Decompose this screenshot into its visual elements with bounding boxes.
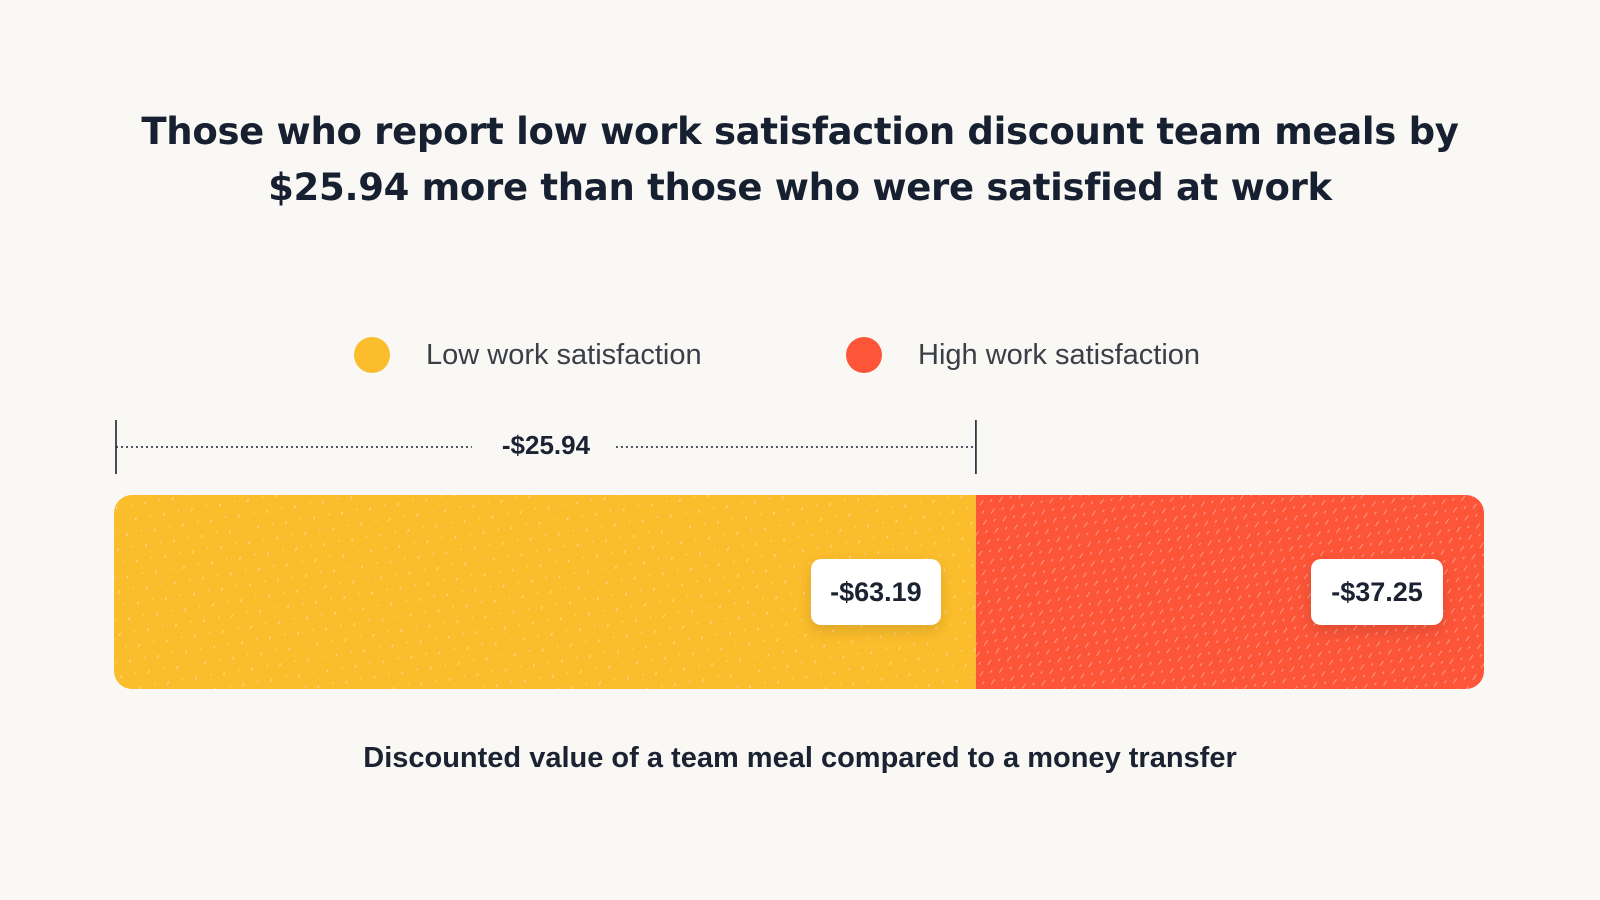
- legend-dot-low: [354, 337, 390, 373]
- data-label-low: -$63.19: [810, 559, 941, 625]
- legend: Low work satisfaction High work satisfac…: [0, 333, 1600, 377]
- legend-label-low: Low work satisfaction: [426, 338, 702, 371]
- legend-item-low: Low work satisfaction: [354, 333, 702, 377]
- chart-title-line-2: $25.94 more than those who were satisfie…: [268, 166, 1332, 209]
- chart-title: Those who report low work satisfaction d…: [0, 104, 1600, 216]
- legend-label-high: High work satisfaction: [918, 338, 1201, 371]
- chart-title-line-1: Those who report low work satisfaction d…: [141, 110, 1459, 153]
- legend-dot-high: [846, 337, 882, 373]
- x-axis-label: Discounted value of a team meal compared…: [363, 742, 1237, 774]
- difference-label: -$25.94: [501, 430, 591, 460]
- data-label-high: -$37.25: [1311, 559, 1443, 625]
- bar-group: [114, 495, 1484, 689]
- legend-item-high: High work satisfaction: [846, 333, 1200, 377]
- difference-bracket: [115, 420, 977, 474]
